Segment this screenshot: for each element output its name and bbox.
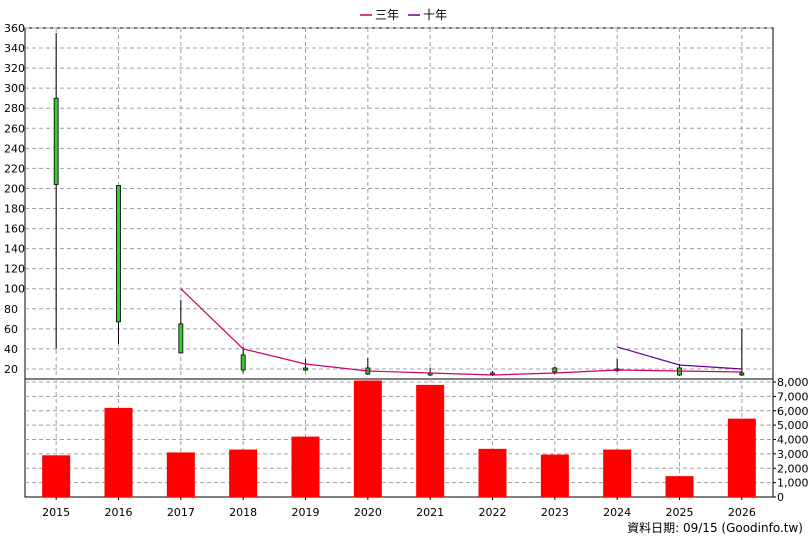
candle-body (178, 323, 184, 354)
price-tick-label: 140 (4, 243, 25, 256)
candle-body (552, 367, 558, 373)
year-tick-label: 2023 (541, 506, 569, 519)
ma-line-10yr (617, 346, 742, 370)
plot-frame (24, 27, 774, 498)
year-tick-label: 2016 (105, 506, 133, 519)
year-tick-label: 2018 (229, 506, 257, 519)
year-tick-label: 2019 (292, 506, 320, 519)
volume-tick-label: 0 (777, 491, 784, 504)
volume-tick-label: 4,000 (777, 434, 808, 447)
price-tick-label: 220 (4, 162, 25, 175)
price-tick-label: 60 (4, 323, 18, 336)
volume-bar (416, 384, 445, 497)
price-tick-label: 80 (4, 303, 18, 316)
price-tick-label: 100 (4, 283, 25, 296)
price-axis: 20 40 60 80 100 120 140 160 180 200 220 240 260 280 30… (4, 22, 25, 376)
year-tick-label: 2025 (666, 506, 694, 519)
price-tick-label: 180 (4, 203, 25, 216)
price-tick-label: 200 (4, 182, 25, 195)
volume-bar (104, 407, 133, 497)
volume-tick-label: 6,000 (777, 405, 808, 418)
year-tick-label: 2021 (416, 506, 444, 519)
price-tick-label: 120 (4, 263, 25, 276)
ma-line-3yr (180, 288, 742, 376)
candle-body (53, 97, 59, 185)
price-tick-label: 160 (4, 223, 25, 236)
price-tick-label: 320 (4, 62, 25, 75)
year-tick-label: 2017 (167, 506, 195, 519)
volume-tick-label: 2,000 (777, 462, 808, 475)
legend-label-3yr: 三年 (375, 8, 399, 22)
volume-tick-label: 1,000 (777, 477, 808, 490)
volume-bar (291, 436, 320, 497)
legend-label-10yr: 十年 (423, 8, 447, 22)
price-tick-label: 360 (4, 22, 25, 35)
price-tick-label: 280 (4, 102, 25, 115)
candle-body (116, 185, 121, 323)
year-axis: 2015 2016 2017 2018 2019 2020 2021 2022 2023 2024… (42, 497, 756, 519)
volume-bar (478, 448, 507, 497)
price-tick-label: 40 (4, 343, 18, 356)
volume-tick-label: 3,000 (777, 448, 808, 461)
volume-tick-label: 5,000 (777, 419, 808, 432)
candle-body (303, 367, 308, 371)
candle-body (739, 372, 745, 376)
volume-bar (665, 476, 694, 497)
price-tick-label: 260 (4, 122, 25, 135)
moving-average-lines (180, 288, 742, 376)
volume-bars (42, 380, 756, 497)
price-tick-label: 300 (4, 82, 25, 95)
price-tick-label: 240 (4, 142, 25, 155)
candle-body (240, 354, 246, 371)
volume-bar (727, 418, 756, 497)
volume-bar (540, 454, 569, 497)
volume-tick-label: 7,000 (777, 390, 808, 403)
volume-bar (603, 449, 632, 497)
candle-body (490, 372, 495, 375)
year-tick-label: 2024 (603, 506, 631, 519)
year-tick-label: 2020 (354, 506, 382, 519)
price-tick-label: 340 (4, 42, 25, 55)
volume-bar (229, 449, 258, 497)
grid-layer (25, 27, 773, 497)
candlesticks (53, 33, 745, 376)
volume-bar (166, 452, 195, 497)
year-tick-label: 2022 (479, 506, 507, 519)
data-date-footer: 資料日期: 09/15 (Goodinfo.tw) (627, 521, 803, 535)
legend: 三年 十年 (360, 8, 447, 22)
volume-bar (353, 380, 382, 497)
year-tick-label: 2026 (728, 506, 756, 519)
year-tick-label: 2015 (42, 506, 70, 519)
price-tick-label: 20 (4, 363, 18, 376)
volume-tick-label: 8,000 (777, 376, 808, 389)
volume-bar (42, 455, 71, 497)
